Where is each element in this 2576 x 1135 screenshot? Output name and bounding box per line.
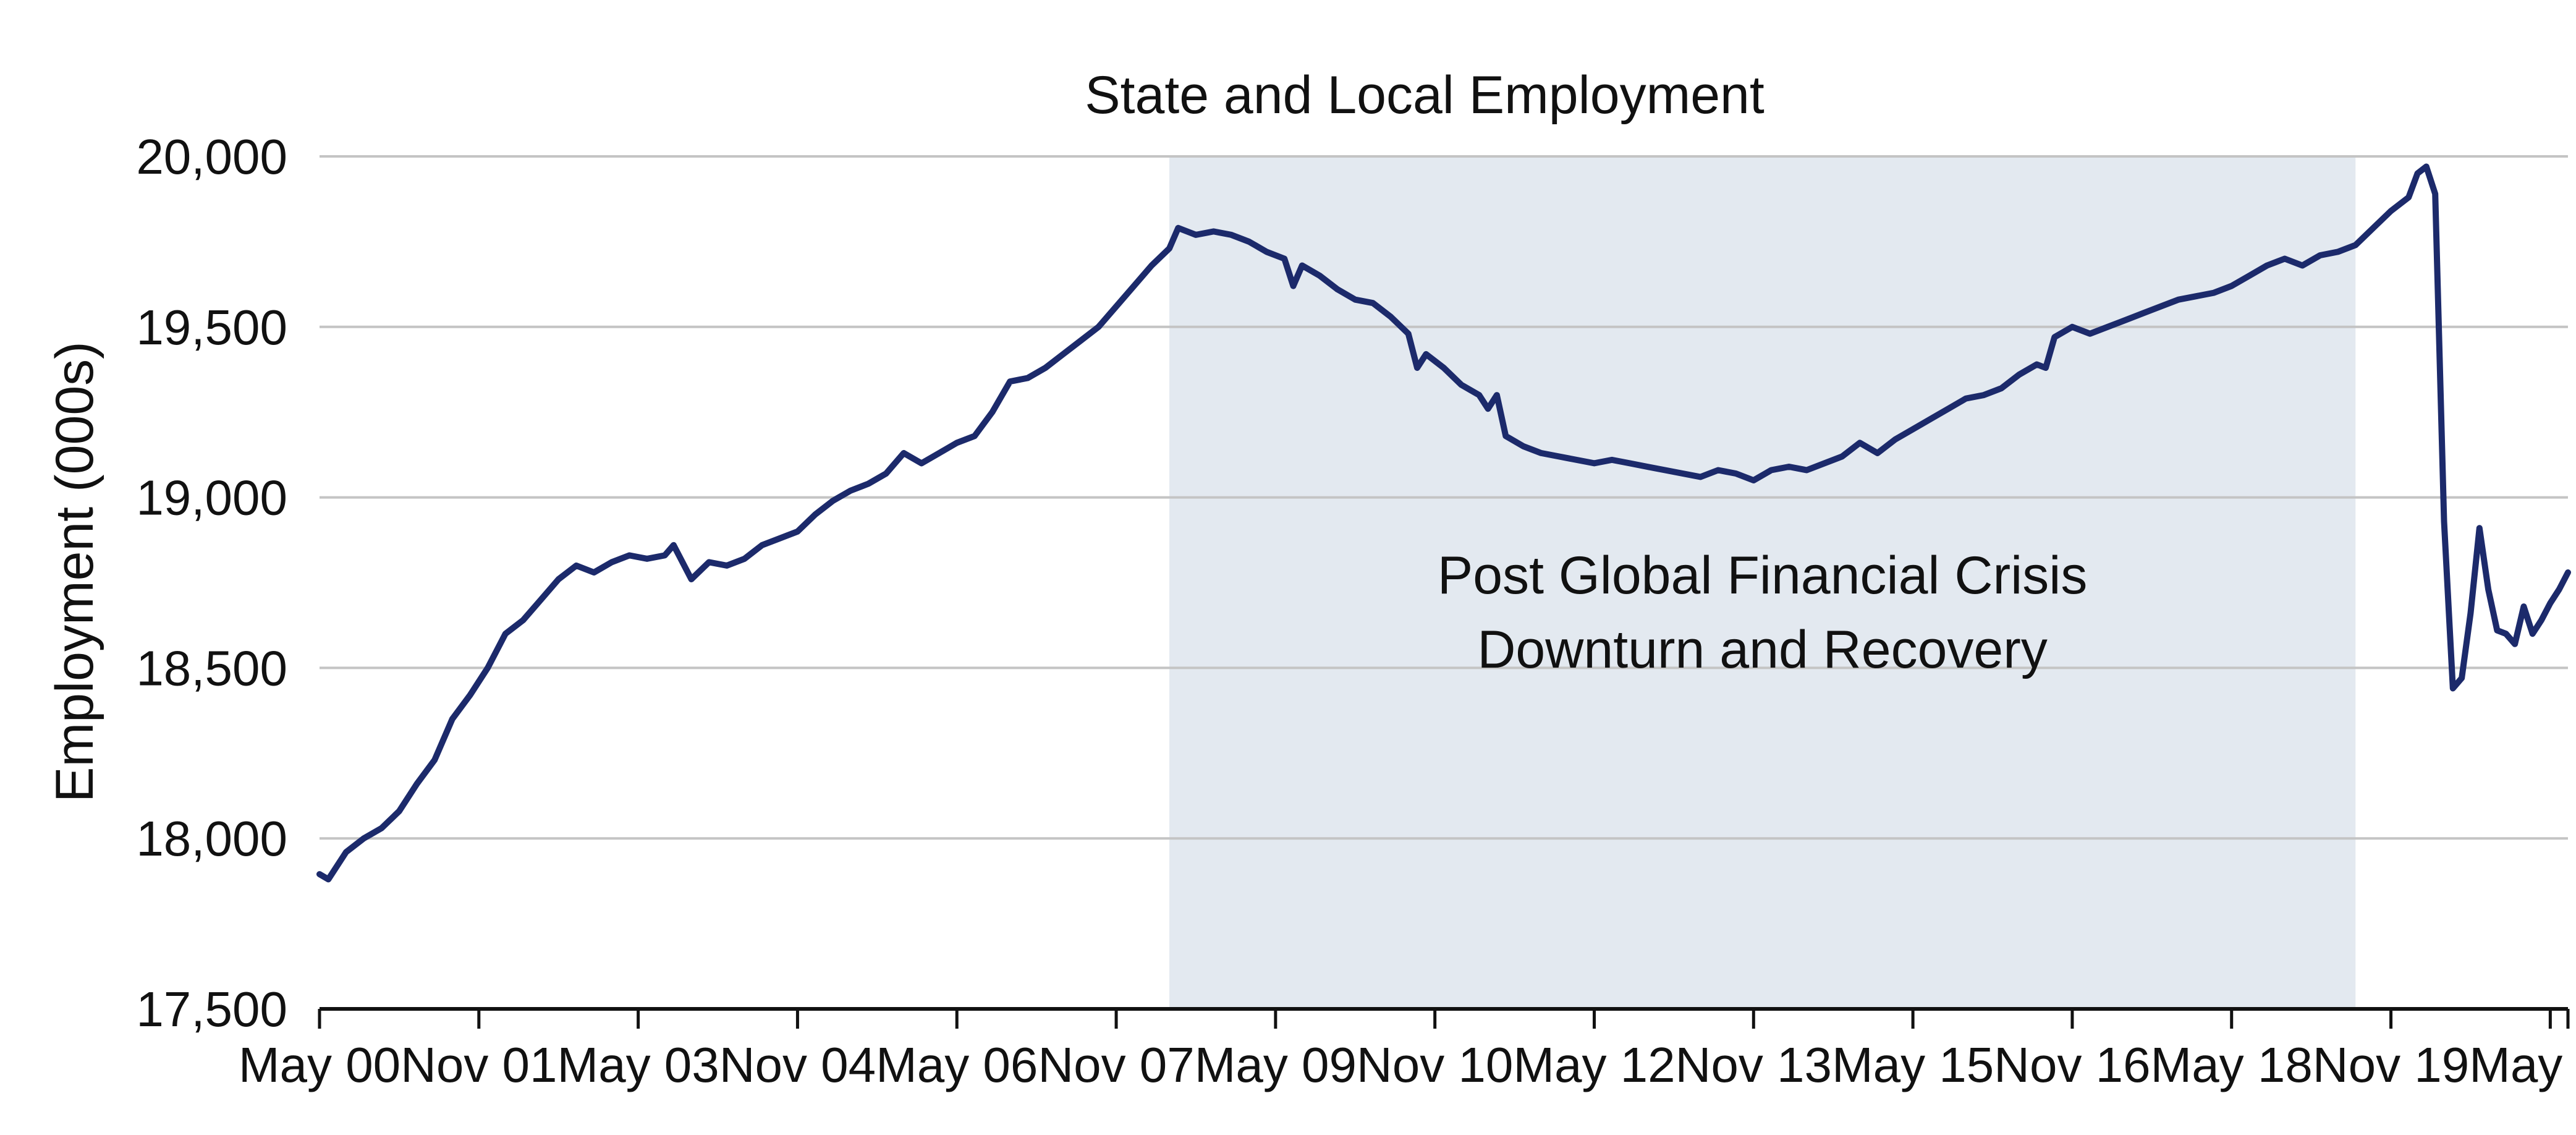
gridlines <box>320 155 2568 840</box>
x-tick-label: Nov 10 <box>1357 1037 1513 1092</box>
x-tick-label: May 09 <box>1195 1037 1357 1092</box>
x-tick-label: May 03 <box>557 1037 719 1092</box>
y-tick-label: 19,500 <box>136 300 287 355</box>
y-axis-ticks: 17,500 18,000 18,500 19,000 19,500 20,000 <box>136 129 287 1037</box>
x-tick-label: May 00 <box>239 1037 400 1092</box>
annotation-line: Downturn and Recovery <box>1477 620 2048 679</box>
x-tick-label: Nov 13 <box>1676 1037 1832 1092</box>
chart-title: State and Local Employment <box>1085 66 1765 125</box>
y-axis-label: Employment (000s) <box>45 341 104 802</box>
x-tick-label: May 15 <box>1832 1037 1994 1092</box>
annotation-line: Post Global Financial Crisis <box>1438 546 2087 605</box>
x-tick-label: May 21 <box>2469 1037 2576 1092</box>
x-axis-ticks: May 00 Nov 01 May 03 Nov 04 May 06 Nov 07 May … <box>239 1009 2576 1092</box>
x-tick-label: Nov 01 <box>400 1037 557 1092</box>
x-tick-label: Nov 04 <box>719 1037 876 1092</box>
x-tick-label: May 12 <box>1513 1037 1675 1092</box>
y-tick-label: 17,500 <box>136 982 287 1037</box>
series-line-employment <box>316 163 2571 883</box>
y-tick-label: 20,000 <box>136 129 287 184</box>
y-tick-label: 18,000 <box>136 811 287 866</box>
y-tick-label: 18,500 <box>136 640 287 695</box>
x-tick-label: Nov 19 <box>2313 1037 2469 1092</box>
x-tick-label: May 18 <box>2151 1037 2313 1092</box>
shaded-region-annotation: Post Global Financial Crisis Downturn and… <box>1438 546 2087 679</box>
shaded-region <box>1169 156 2356 1009</box>
x-tick-label: Nov 16 <box>1994 1037 2150 1092</box>
x-tick-label: Nov 07 <box>1038 1037 1194 1092</box>
x-tick-label: May 06 <box>876 1037 1038 1092</box>
y-tick-label: 19,000 <box>136 470 287 525</box>
